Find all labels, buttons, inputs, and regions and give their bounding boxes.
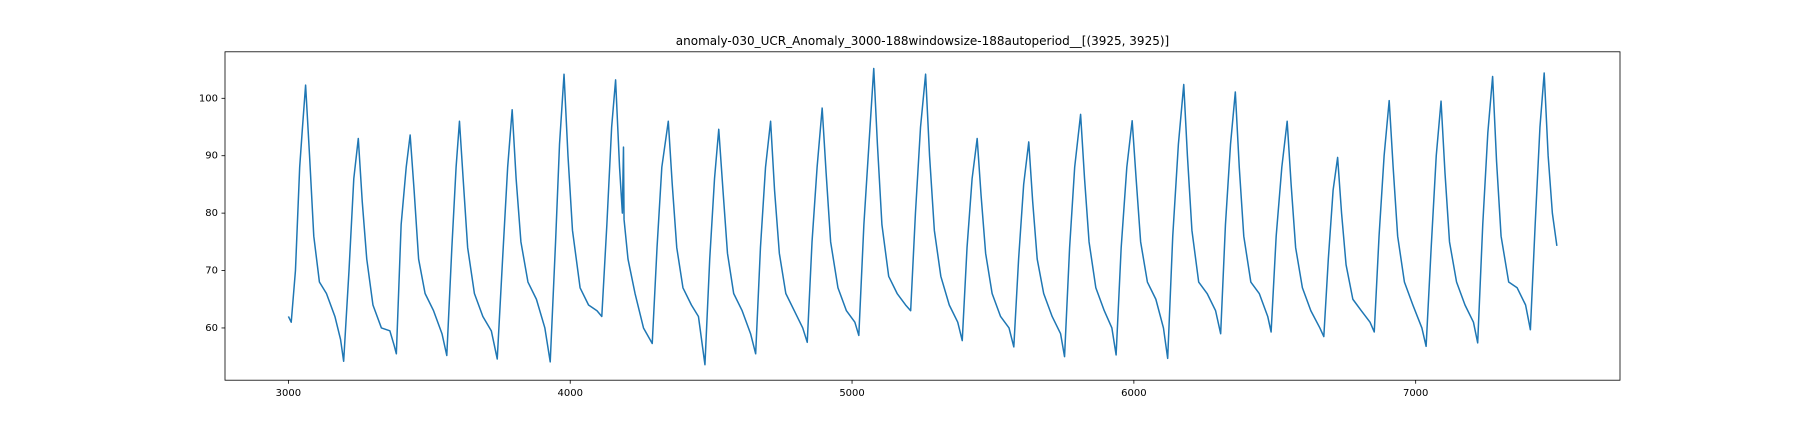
x-tick-label: 3000 xyxy=(276,388,301,399)
y-tick-label: 60 xyxy=(205,323,218,334)
y-tick-label: 100 xyxy=(199,93,218,104)
x-tick-label: 6000 xyxy=(1121,388,1146,399)
chart-title: anomaly-030_UCR_Anomaly_3000-188windowsi… xyxy=(676,34,1169,48)
plot-frame xyxy=(224,51,1621,381)
y-tick-label: 80 xyxy=(205,208,218,219)
y-tick-label: 70 xyxy=(205,266,218,277)
y-tick-label: 90 xyxy=(205,151,218,162)
x-tick-label: 4000 xyxy=(558,388,583,399)
x-tick-label: 5000 xyxy=(839,388,864,399)
data-line xyxy=(287,67,1558,366)
x-tick-label: 7000 xyxy=(1403,388,1428,399)
